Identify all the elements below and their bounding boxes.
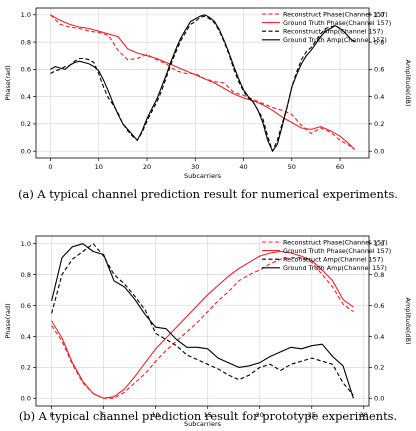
x-tick-label: 0	[48, 163, 52, 171]
x-tick-label: 30	[191, 163, 199, 171]
series-line-2	[50, 15, 355, 152]
plot-frame	[35, 235, 370, 407]
y-tick-label: 0.6	[21, 66, 31, 74]
y-tick-label: 0.4	[21, 93, 31, 101]
x-tick-label: 30	[360, 411, 368, 419]
x-tick-label: 60	[336, 163, 344, 171]
plot-frame	[35, 7, 370, 159]
legend-label-1: Ground Truth Phase(Channel 157)	[283, 247, 391, 255]
y-tick-label: 0.8	[21, 38, 31, 46]
y-tick-label: 0.0	[21, 395, 31, 403]
series-line-3	[51, 243, 354, 399]
x-tick-label: 10	[95, 163, 103, 171]
y2-tick-label: 0.6	[374, 66, 384, 74]
y2-tick-label: 0.0	[374, 395, 384, 403]
x-tick-label: 25	[308, 411, 316, 419]
x-tick-label: 40	[239, 163, 247, 171]
legend-label-0: Reconstruct Phase(Channel 157)	[283, 238, 388, 246]
legend-label-2: Reconstruct Amp(Channel 157)	[283, 256, 383, 264]
y-tick-label: 0.2	[21, 364, 31, 372]
series-line-1	[50, 14, 355, 151]
legend-label-3: Ground Truth Amp(Channel 157)	[283, 36, 387, 44]
y2-tick-label: 0.8	[374, 38, 384, 46]
series-line-3	[50, 14, 355, 152]
chart-numerical: 0 10 20 30 40 50 60 0.0 0.2 0.4 0.6 0.8 1.0 0.0 0.2 0.4…	[4, 7, 412, 180]
y-tick-label: 0.8	[21, 271, 31, 279]
y2-tick-label: 0.4	[374, 333, 384, 341]
x-tick-label: 0	[50, 411, 54, 419]
series-line-1	[51, 250, 354, 399]
legend-label-3: Ground Truth Amp(Channel 157)	[283, 264, 387, 272]
x-tick-label: 50	[288, 163, 296, 171]
y-tick-label: 0.4	[21, 333, 31, 341]
y2-tick-label: 0.4	[374, 93, 384, 101]
y-tick-label: 1.0	[21, 240, 31, 248]
x-tick-label: 10	[152, 411, 160, 419]
y-tick-label: 0.0	[21, 147, 31, 155]
caption-prototype: (b) A typical channel prediction result …	[19, 409, 397, 423]
y-tick-label: 0.6	[21, 302, 31, 310]
y2-tick-label: 0.0	[374, 147, 384, 155]
y-axis-label: Phase(rad)	[4, 65, 12, 100]
y2-axis-label: Amplitude(dB)	[404, 298, 412, 345]
x-tick-label: 20	[256, 411, 264, 419]
legend-label-2: Reconstruct Amp(Channel 157)	[283, 28, 383, 36]
y2-tick-label: 0.2	[374, 120, 384, 128]
y-tick-label: 0.2	[21, 120, 31, 128]
y2-axis-label: Amplitude(dB)	[404, 60, 412, 107]
x-axis-label: Subcarriers	[184, 172, 222, 180]
x-tick-label: 5	[102, 411, 106, 419]
legend-label-1: Ground Truth Phase(Channel 157)	[283, 19, 391, 27]
y-tick-label: 1.0	[21, 11, 31, 19]
y2-tick-label: 1.0	[374, 240, 384, 248]
caption-numerical: (a) A typical channel prediction result …	[18, 187, 398, 201]
y2-tick-label: 0.6	[374, 302, 384, 310]
y-axis-label: Phase(rad)	[4, 303, 12, 338]
x-axis-label: Subcarriers	[184, 420, 222, 427]
legend-label-0: Reconstruct Phase(Channel 157)	[283, 10, 388, 18]
x-tick-label: 15	[204, 411, 212, 419]
y2-tick-label: 0.8	[374, 271, 384, 279]
y2-tick-label: 0.2	[374, 364, 384, 372]
y2-tick-label: 1.0	[374, 11, 384, 19]
series-line-0	[51, 257, 354, 399]
chart-prototype: 0 5 10 15 20 25 30 0.0 0.2 0.4 0.6 0.8 1.0 0.0 0.2 0.4 0…	[4, 235, 412, 428]
x-tick-label: 20	[143, 163, 151, 171]
